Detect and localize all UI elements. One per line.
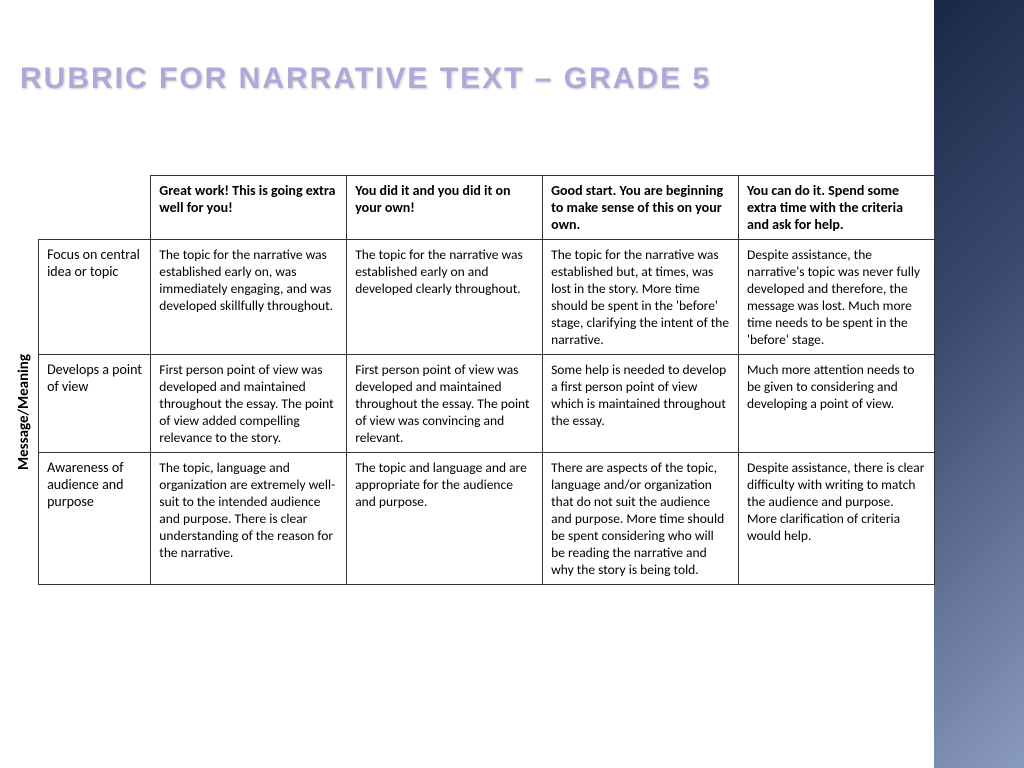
criteria-name-1: Focus on central idea or topic — [39, 240, 151, 355]
empty-criteria-header — [39, 176, 151, 240]
level-header-1: Great work! This is going extra well for… — [151, 176, 347, 240]
cell-2-4: Much more attention needs to be given to… — [739, 355, 935, 453]
criteria-row-1: Message/Meaning Focus on central idea or… — [10, 240, 935, 355]
cell-1-4: Despite assistance, the narrative's topi… — [739, 240, 935, 355]
level-header-4: You can do it. Spend some extra time wit… — [739, 176, 935, 240]
cell-2-1: First person point of view was developed… — [151, 355, 347, 453]
criteria-name-3: Awareness of audience and purpose — [39, 453, 151, 585]
cell-2-3: Some help is needed to develop a first p… — [543, 355, 739, 453]
rubric-table: Great work! This is going extra well for… — [10, 175, 935, 585]
slide-gradient-decoration — [934, 0, 1024, 768]
header-row: Great work! This is going extra well for… — [10, 176, 935, 240]
category-vertical-label: Message/Meaning — [10, 240, 39, 585]
cell-1-3: The topic for the narrative was establis… — [543, 240, 739, 355]
cell-3-2: The topic and language and are appropria… — [347, 453, 543, 585]
cell-2-2: First person point of view was developed… — [347, 355, 543, 453]
criteria-row-3: Awareness of audience and purpose The to… — [10, 453, 935, 585]
cell-3-1: The topic, language and organization are… — [151, 453, 347, 585]
empty-corner — [10, 176, 39, 240]
cell-1-1: The topic for the narrative was establis… — [151, 240, 347, 355]
category-label-text: Message/Meaning — [15, 354, 33, 470]
rubric-table-container: Great work! This is going extra well for… — [10, 175, 935, 585]
cell-3-3: There are aspects of the topic, language… — [543, 453, 739, 585]
criteria-row-2: Develops a point of view First person po… — [10, 355, 935, 453]
level-header-2: You did it and you did it on your own! — [347, 176, 543, 240]
level-header-3: Good start. You are beginning to make se… — [543, 176, 739, 240]
page-title: RUBRIC FOR NARRATIVE TEXT – GRADE 5 — [20, 62, 711, 96]
cell-3-4: Despite assistance, there is clear diffi… — [739, 453, 935, 585]
cell-1-2: The topic for the narrative was establis… — [347, 240, 543, 355]
criteria-name-2: Develops a point of view — [39, 355, 151, 453]
